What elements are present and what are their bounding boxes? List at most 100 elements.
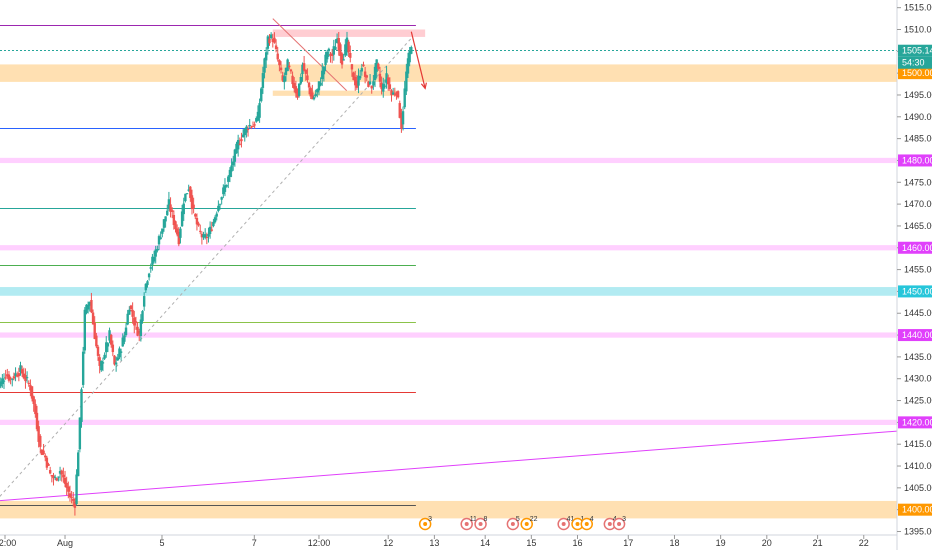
- candle-body[interactable]: [342, 59, 345, 61]
- candle-body[interactable]: [29, 384, 32, 391]
- candle-body[interactable]: [55, 478, 58, 481]
- candle-body[interactable]: [194, 214, 197, 217]
- candle-body[interactable]: [39, 435, 42, 447]
- event-marker[interactable]: 4: [580, 516, 594, 531]
- candle-body[interactable]: [327, 48, 331, 52]
- event-marker[interactable]: 11: [460, 516, 477, 531]
- candle-body[interactable]: [344, 44, 347, 56]
- candle-body[interactable]: [113, 355, 116, 365]
- candle-body[interactable]: [19, 365, 22, 372]
- candle-body[interactable]: [124, 327, 128, 336]
- candle-body[interactable]: [278, 59, 281, 66]
- economic-events[interactable]: 3118522411443: [418, 516, 627, 531]
- candle-body[interactable]: [367, 81, 370, 87]
- candle-body[interactable]: [380, 82, 383, 90]
- candle-body[interactable]: [83, 309, 87, 351]
- candle-body[interactable]: [58, 471, 62, 474]
- candle-body[interactable]: [223, 185, 227, 192]
- candle-body[interactable]: [281, 75, 284, 81]
- candle-body[interactable]: [235, 143, 238, 154]
- candle-body[interactable]: [387, 77, 390, 85]
- candle-body[interactable]: [228, 169, 232, 177]
- candle-body[interactable]: [60, 470, 63, 475]
- candle-body[interactable]: [154, 249, 157, 257]
- candle-body[interactable]: [373, 66, 377, 81]
- candle-body[interactable]: [169, 204, 172, 213]
- candle-body[interactable]: [47, 464, 50, 466]
- candle-body[interactable]: [276, 53, 279, 60]
- candle-body[interactable]: [274, 45, 278, 50]
- candle-body[interactable]: [161, 228, 164, 234]
- candle-body[interactable]: [243, 128, 246, 136]
- candle-body[interactable]: [37, 426, 40, 442]
- candle-body[interactable]: [32, 396, 35, 405]
- candle-body[interactable]: [357, 75, 360, 86]
- candle-body[interactable]: [279, 67, 283, 71]
- candle-body[interactable]: [17, 373, 21, 377]
- candle-body[interactable]: [317, 81, 321, 91]
- candle-body[interactable]: [197, 223, 200, 226]
- candle-body[interactable]: [16, 375, 19, 377]
- candle-body[interactable]: [251, 126, 255, 128]
- candle-body[interactable]: [44, 455, 47, 458]
- candle-body[interactable]: [24, 375, 27, 382]
- candle-body[interactable]: [360, 68, 364, 72]
- candle-body[interactable]: [139, 319, 143, 336]
- candle-body[interactable]: [12, 376, 16, 379]
- candle-body[interactable]: [345, 37, 349, 49]
- candle-body[interactable]: [309, 88, 312, 97]
- candle-body[interactable]: [396, 91, 400, 98]
- candle-body[interactable]: [363, 71, 367, 77]
- candle-body[interactable]: [6, 374, 9, 377]
- candle-body[interactable]: [134, 321, 138, 323]
- candle-body[interactable]: [52, 475, 55, 479]
- candle-body[interactable]: [238, 143, 242, 145]
- candle-body[interactable]: [81, 351, 85, 385]
- candle-body[interactable]: [73, 501, 77, 508]
- candle-body[interactable]: [232, 161, 235, 166]
- candle-body[interactable]: [339, 44, 342, 57]
- candle-body[interactable]: [166, 210, 169, 216]
- candle-body[interactable]: [299, 76, 303, 84]
- candle-body[interactable]: [245, 126, 248, 133]
- candle-body[interactable]: [335, 38, 339, 43]
- candle-body[interactable]: [128, 309, 131, 315]
- candle-body[interactable]: [390, 90, 393, 96]
- candle-body[interactable]: [330, 53, 334, 56]
- candle-body[interactable]: [27, 382, 30, 384]
- candle-body[interactable]: [294, 86, 298, 94]
- candle-body[interactable]: [141, 311, 144, 322]
- candle-body[interactable]: [75, 474, 78, 505]
- time-axis[interactable]: 12:00 Aug 5 7 12:00 12 13 14 15 16 17 18 19 20 21 22: [0, 535, 869, 548]
- candle-body[interactable]: [405, 71, 408, 92]
- candle-body[interactable]: [306, 75, 309, 80]
- candle-body[interactable]: [48, 470, 52, 474]
- candle-body[interactable]: [182, 203, 185, 215]
- candle-body[interactable]: [355, 80, 359, 88]
- candle-body[interactable]: [159, 237, 162, 240]
- candle-body[interactable]: [370, 85, 373, 89]
- candle-body[interactable]: [217, 205, 220, 211]
- event-marker[interactable]: 3: [612, 516, 627, 531]
- candle-body[interactable]: [352, 72, 355, 81]
- candle-body[interactable]: [316, 89, 319, 93]
- candle-body[interactable]: [40, 449, 44, 455]
- candle-body[interactable]: [383, 85, 387, 87]
- candle-body[interactable]: [146, 281, 149, 286]
- candle-body[interactable]: [304, 69, 307, 74]
- candle-body[interactable]: [45, 457, 49, 468]
- candle-body[interactable]: [152, 256, 156, 262]
- candle-body[interactable]: [9, 377, 12, 379]
- candle-body[interactable]: [385, 73, 388, 83]
- candle-body[interactable]: [268, 38, 271, 44]
- candle-body[interactable]: [14, 373, 17, 377]
- candle-body[interactable]: [175, 228, 179, 235]
- candle-body[interactable]: [109, 334, 113, 345]
- candle-body[interactable]: [210, 229, 213, 231]
- candle-body[interactable]: [208, 226, 212, 235]
- candle-body[interactable]: [311, 92, 314, 100]
- candle-body[interactable]: [95, 335, 98, 347]
- candle-body[interactable]: [253, 124, 256, 126]
- candle-body[interactable]: [365, 75, 368, 78]
- candle-body[interactable]: [98, 357, 101, 366]
